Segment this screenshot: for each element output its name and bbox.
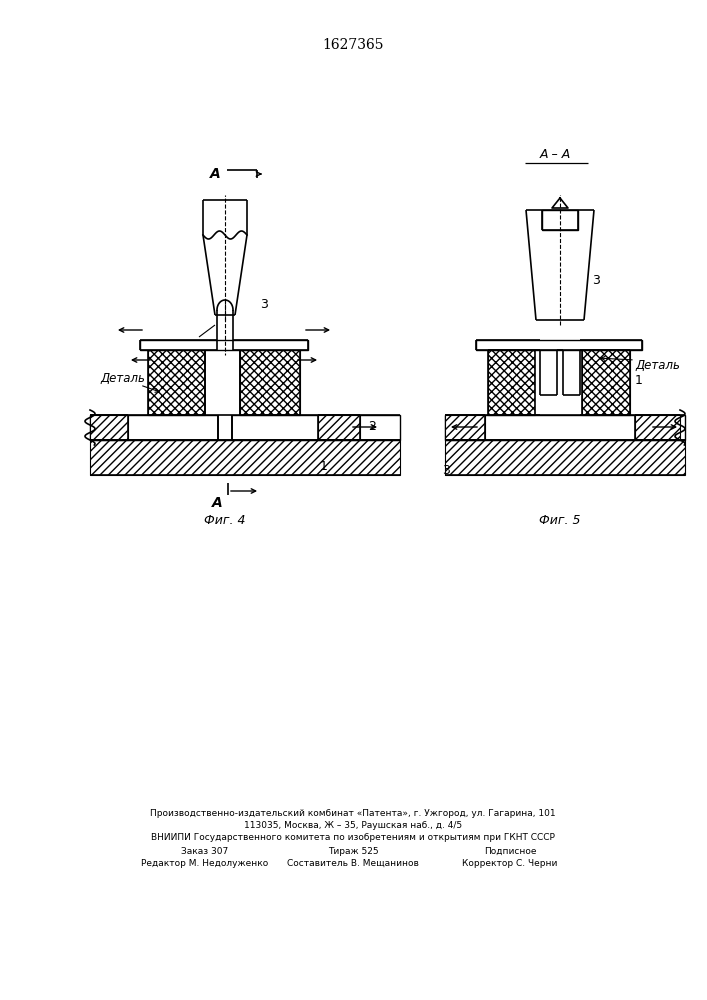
Bar	[488, 350, 535, 415]
Text: Фиг. 4: Фиг. 4	[204, 514, 246, 526]
Bar	[476, 340, 642, 350]
Text: 1: 1	[320, 460, 328, 474]
Text: Подписное: Подписное	[484, 846, 536, 856]
Text: 2: 2	[368, 420, 376, 434]
Text: А: А	[211, 496, 223, 510]
Bar	[90, 415, 400, 440]
Text: 3: 3	[442, 464, 450, 477]
Bar	[240, 350, 300, 415]
Bar	[445, 415, 485, 440]
Bar	[542, 210, 578, 230]
Text: А: А	[209, 167, 221, 181]
Bar	[535, 350, 582, 415]
Bar	[140, 340, 308, 350]
Bar	[582, 350, 630, 415]
Text: 113035, Москва, Ж – 35, Раушская наб., д. 4/5: 113035, Москва, Ж – 35, Раушская наб., д…	[244, 822, 462, 830]
Text: 1: 1	[635, 373, 643, 386]
Text: Составитель В. Мещанинов: Составитель В. Мещанинов	[287, 858, 419, 867]
Bar	[205, 350, 240, 415]
Text: 3: 3	[260, 298, 268, 312]
Text: 3: 3	[592, 273, 600, 286]
Bar	[218, 415, 233, 440]
Text: Тираж 525: Тираж 525	[327, 846, 378, 856]
Text: Редактор М. Недолуженко: Редактор М. Недолуженко	[141, 858, 269, 867]
Text: Деталь: Деталь	[100, 371, 145, 384]
Bar	[445, 415, 685, 440]
Polygon shape	[552, 198, 568, 208]
Text: Деталь: Деталь	[635, 359, 680, 371]
Bar	[148, 350, 205, 415]
Text: Производственно-издательский комбинат «Патента», г. Ужгород, ул. Гагарина, 101: Производственно-издательский комбинат «П…	[150, 810, 556, 818]
Text: А – А: А – А	[539, 148, 571, 161]
Bar	[318, 415, 360, 440]
Text: Корректор С. Черни: Корректор С. Черни	[462, 858, 558, 867]
Bar	[90, 440, 400, 475]
Bar	[445, 440, 685, 475]
Bar	[90, 415, 128, 440]
Text: 1627365: 1627365	[322, 38, 384, 52]
Bar	[635, 415, 680, 440]
Text: Фиг. 5: Фиг. 5	[539, 514, 580, 526]
Text: ВНИИПИ Государственного комитета по изобретениям и открытиям при ГКНТ СССР: ВНИИПИ Государственного комитета по изоб…	[151, 834, 555, 842]
Text: Заказ 307: Заказ 307	[182, 846, 228, 856]
